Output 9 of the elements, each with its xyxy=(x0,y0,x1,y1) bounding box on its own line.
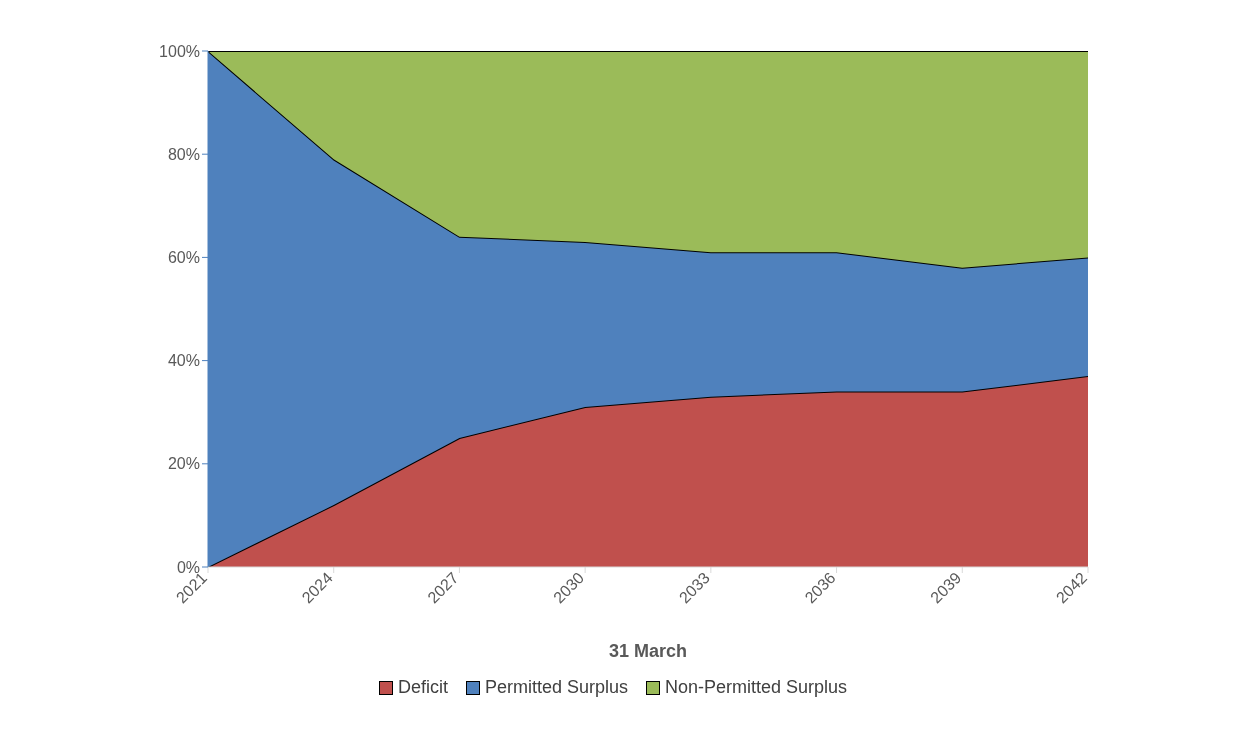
y-tick-label: 100% xyxy=(159,42,200,60)
x-axis-title: 31 March xyxy=(608,641,688,661)
legend-label: Permitted Surplus xyxy=(484,677,628,698)
y-tick-label: 20% xyxy=(167,455,200,473)
y-tick-label: 40% xyxy=(167,352,200,370)
legend-label: Non-Permitted Surplus xyxy=(665,677,848,698)
legend-label: Deficit xyxy=(397,677,448,698)
y-tick-label: 60% xyxy=(167,249,200,267)
y-tick-label: 80% xyxy=(167,145,200,163)
